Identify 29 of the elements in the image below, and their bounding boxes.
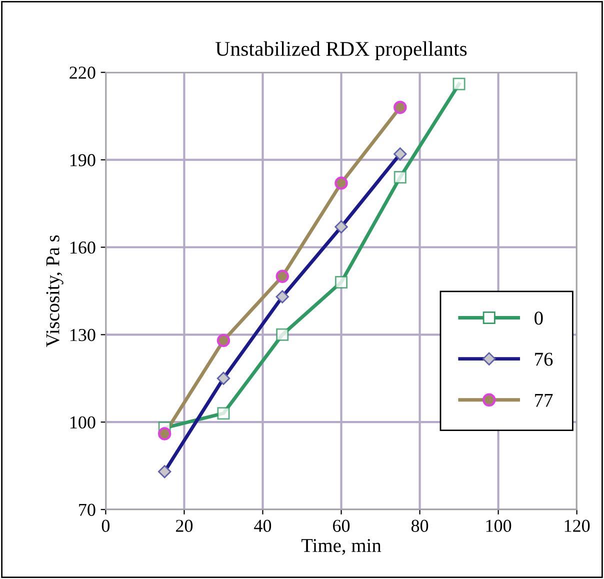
legend-label: 76 xyxy=(535,352,553,366)
y-axis-title: Viscosity, Pa s xyxy=(46,235,64,348)
x-tick-label: 0 xyxy=(102,520,110,532)
point xyxy=(276,270,289,283)
point xyxy=(158,427,172,440)
y-tick-label: 220 xyxy=(70,66,96,79)
x-tick-label: 100 xyxy=(486,520,512,532)
x-tick-label: 60 xyxy=(333,520,350,532)
y-tick-label: 70 xyxy=(79,504,96,516)
y-tick-label: 190 xyxy=(70,154,96,166)
x-tick-label: 40 xyxy=(254,520,272,532)
point xyxy=(394,171,406,184)
point xyxy=(335,276,348,288)
legend-label: 0 xyxy=(534,312,543,325)
y-tick-label: 100 xyxy=(70,416,96,429)
x-tick-label: 20 xyxy=(176,520,193,532)
legend-label: 77 xyxy=(535,394,553,407)
point xyxy=(394,100,407,114)
point xyxy=(217,407,230,420)
point xyxy=(216,334,230,348)
point xyxy=(334,176,348,190)
y-tick-label: 160 xyxy=(70,241,96,254)
x-tick-label: 80 xyxy=(411,520,428,532)
x-axis-title: Time, min xyxy=(301,539,382,555)
point xyxy=(452,78,466,90)
x-tick-label: 120 xyxy=(564,520,590,532)
chart-title: Unstabilized RDX propellants xyxy=(216,41,467,60)
y-tick-label: 130 xyxy=(70,328,96,342)
point xyxy=(276,328,289,341)
